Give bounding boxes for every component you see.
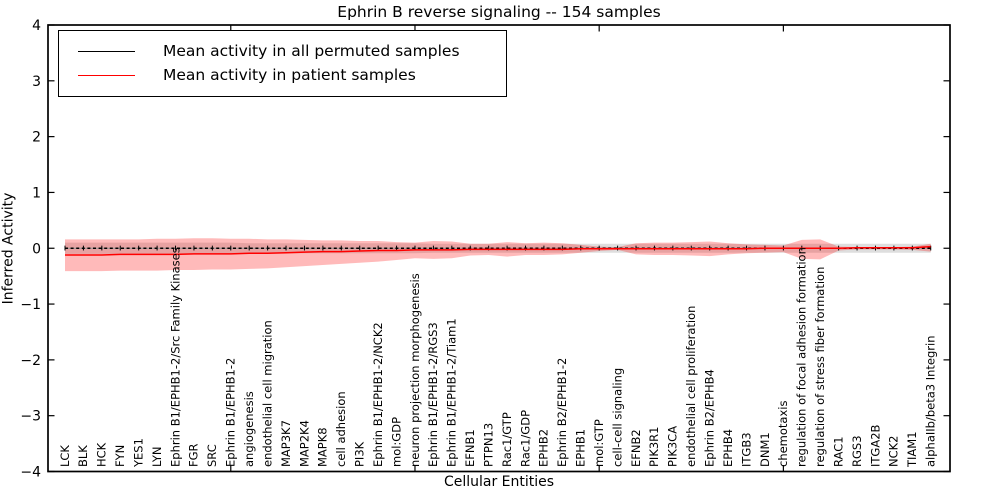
y-tick-label: 0 xyxy=(32,241,41,257)
y-tick-label: −2 xyxy=(20,353,41,369)
y-tick-label: 3 xyxy=(32,74,41,90)
x-tick-label: DNM1 xyxy=(758,432,772,467)
x-tick-label: regulation of stress fiber formation xyxy=(813,267,827,467)
x-tick-label: Ephrin B1/EPHB1-2/Src Family Kinases xyxy=(168,247,182,467)
x-tick-label: PTPN13 xyxy=(481,423,495,467)
y-tick-label: −3 xyxy=(20,409,41,425)
x-tick-label: SRC xyxy=(205,444,219,467)
patient-band xyxy=(65,238,931,272)
x-tick-label: MAPK8 xyxy=(316,427,330,467)
x-tick-label: YES1 xyxy=(131,438,145,468)
legend-entry-patient: Mean activity in patient samples xyxy=(78,66,506,84)
x-tick-label: PI3K xyxy=(353,441,367,467)
x-tick-label: Ephrin B2/EPHB4 xyxy=(703,369,717,467)
x-tick-label: cell-cell signaling xyxy=(610,368,624,467)
x-tick-label: ITGB3 xyxy=(739,432,753,467)
permuted-line-swatch-icon xyxy=(78,50,135,52)
x-tick-label: regulation of focal adhesion formation xyxy=(795,247,809,467)
x-tick-label: EFNB2 xyxy=(629,429,643,467)
x-tick-label: MAP2K4 xyxy=(297,420,311,467)
legend-entry-permuted: Mean activity in all permuted samples xyxy=(78,41,506,60)
x-tick-label: mol:GDP xyxy=(389,417,403,467)
x-tick-label: EFNB1 xyxy=(463,429,477,467)
x-tick-label: neuron projection morphogenesis xyxy=(408,273,422,467)
x-tick-label: FGR xyxy=(187,443,201,467)
y-tick-label: 1 xyxy=(32,185,41,201)
patient-mean-line xyxy=(65,245,931,256)
x-tick-label: EPHB2 xyxy=(537,429,551,467)
x-tick-label: Rac1/GDP xyxy=(518,410,532,467)
x-tick-label: mol:GTP xyxy=(592,419,606,467)
patient-line-swatch-icon xyxy=(78,75,135,77)
x-tick-label: HCK xyxy=(95,442,109,467)
x-tick-label: MAP3K7 xyxy=(279,420,293,467)
x-tick-label: chemotaxis xyxy=(776,401,790,467)
x-tick-label: angiogenesis xyxy=(242,391,256,467)
legend: Mean activity in all permuted samples Me… xyxy=(58,30,507,97)
legend-label-patient: Mean activity in patient samples xyxy=(163,66,416,84)
legend-label-permuted: Mean activity in all permuted samples xyxy=(163,41,460,60)
x-tick-label: EPHB1 xyxy=(574,429,588,467)
x-tick-label: BLK xyxy=(76,445,90,467)
x-tick-label: RGS3 xyxy=(850,435,864,467)
x-tick-label: LCK xyxy=(58,445,72,467)
x-tick-label: TIAM1 xyxy=(905,431,919,468)
x-tick-label: alphaIIb/beta3 Integrin xyxy=(924,335,938,467)
x-tick-label: NCK2 xyxy=(887,436,901,468)
chart-title: Ephrin B reverse signaling -- 154 sample… xyxy=(337,3,661,21)
x-tick-label: ITGA2B xyxy=(868,424,882,467)
x-tick-label: PIK3CA xyxy=(666,426,680,467)
x-axis-label: Cellular Entities xyxy=(443,474,555,490)
x-tick-label: endothelial cell proliferation xyxy=(684,306,698,467)
x-tick-label: Ephrin B1/EPHB1-2/Tiam1 xyxy=(445,318,459,467)
y-tick-label: −4 xyxy=(20,465,41,481)
x-tick-label: cell adhesion xyxy=(334,391,348,467)
y-tick-label: 2 xyxy=(32,130,41,146)
x-tick-label: Ephrin B1/EPHB1-2/NCK2 xyxy=(371,322,385,467)
x-tick-label: Rac1/GTP xyxy=(500,412,514,467)
x-tick-label: PIK3R1 xyxy=(647,427,661,468)
x-tick-label: RAC1 xyxy=(831,436,845,467)
x-tick-label: Ephrin B1/EPHB1-2/RGS3 xyxy=(426,322,440,467)
x-tick-label: Ephrin B1/EPHB1-2 xyxy=(224,358,238,467)
x-tick-label: FYN xyxy=(113,445,127,467)
x-tick-label: endothelial cell migration xyxy=(260,320,274,467)
x-tick-label: EPHB4 xyxy=(721,429,735,467)
y-tick-label: −1 xyxy=(20,297,41,313)
y-tick-label: 4 xyxy=(32,18,41,34)
x-tick-label: LYN xyxy=(150,446,164,467)
x-tick-label: Ephrin B2/EPHB1-2 xyxy=(555,358,569,467)
